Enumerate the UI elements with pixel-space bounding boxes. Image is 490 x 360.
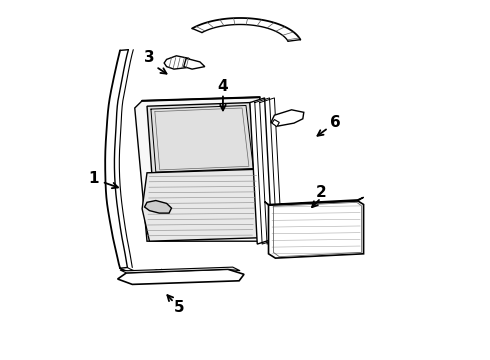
Polygon shape: [250, 98, 272, 244]
Text: 3: 3: [144, 50, 155, 65]
Text: 1: 1: [88, 171, 98, 186]
Text: 5: 5: [173, 300, 184, 315]
Polygon shape: [265, 197, 364, 205]
Polygon shape: [145, 201, 171, 213]
Polygon shape: [120, 267, 240, 273]
Polygon shape: [271, 110, 304, 126]
Polygon shape: [135, 97, 272, 241]
Text: 4: 4: [218, 79, 228, 94]
Polygon shape: [118, 269, 244, 284]
Polygon shape: [192, 18, 300, 41]
Polygon shape: [184, 58, 205, 69]
Polygon shape: [164, 56, 194, 69]
Polygon shape: [147, 103, 257, 175]
Polygon shape: [269, 201, 364, 258]
Polygon shape: [142, 169, 265, 241]
Text: 6: 6: [330, 115, 341, 130]
Polygon shape: [105, 50, 128, 268]
Polygon shape: [272, 120, 279, 127]
Text: 2: 2: [316, 185, 326, 200]
